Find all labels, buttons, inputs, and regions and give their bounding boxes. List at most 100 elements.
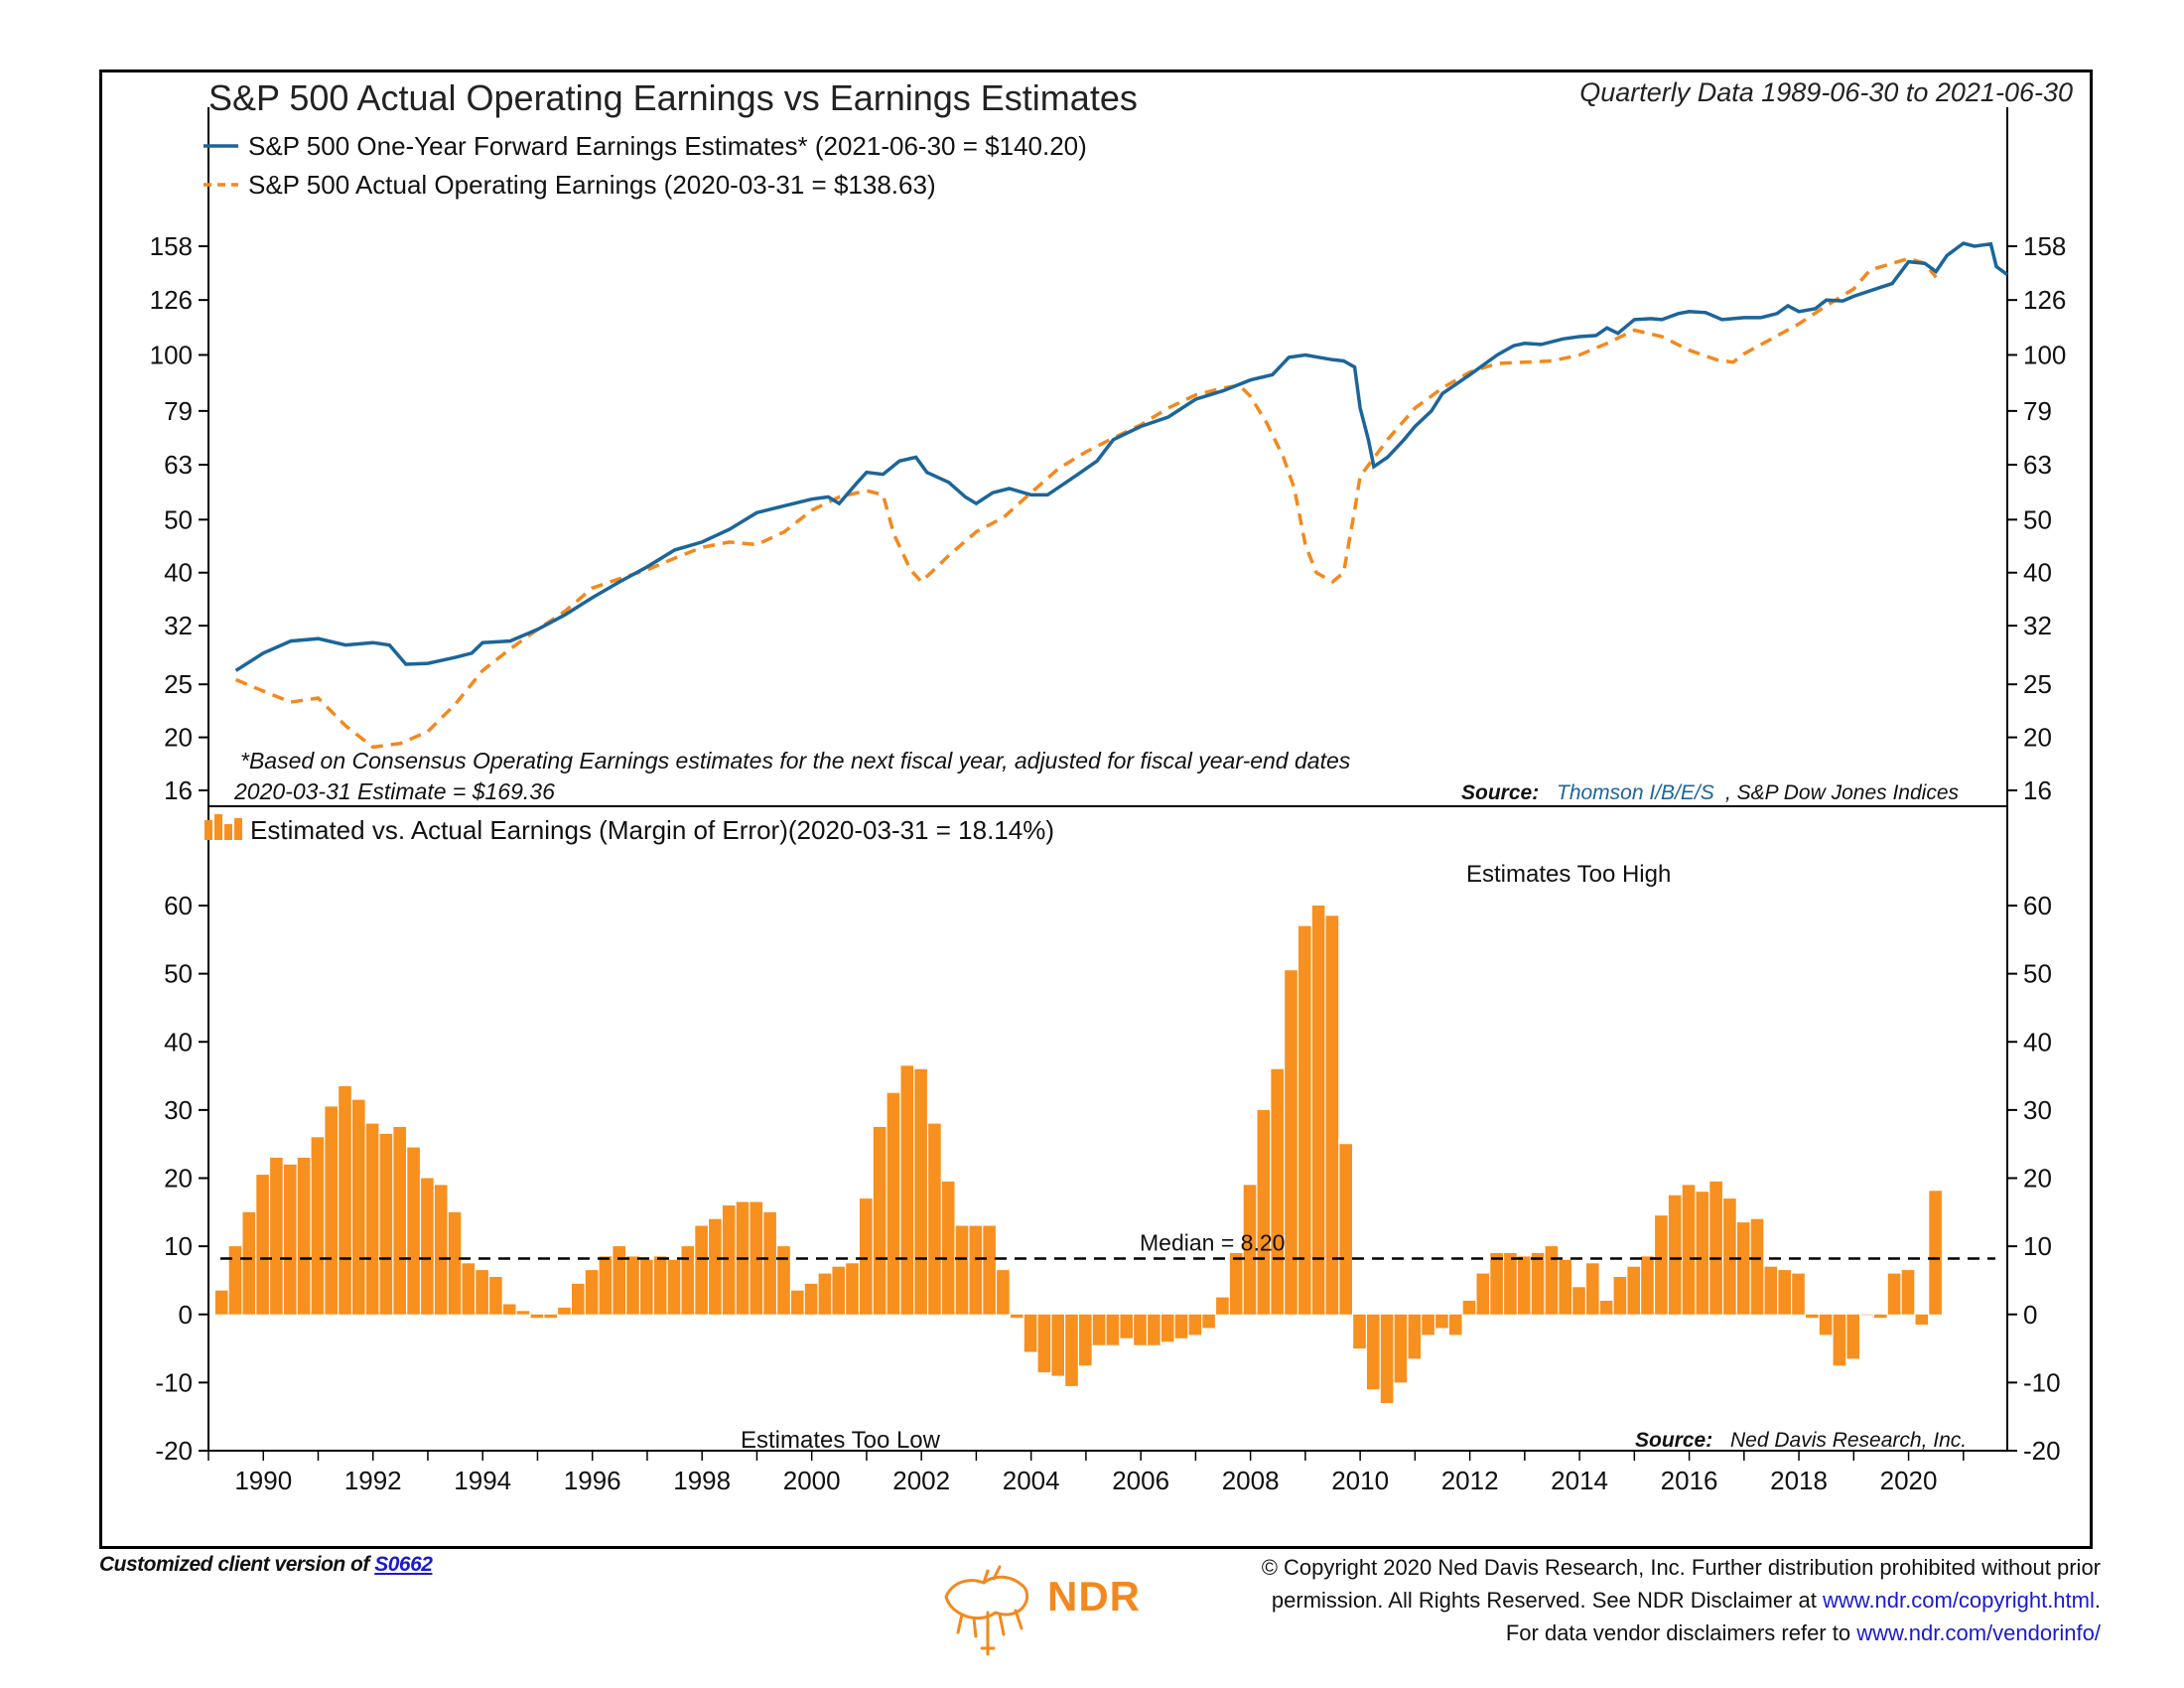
margin-of-error-bar: [393, 1127, 406, 1315]
margin-of-error-bar: [955, 1225, 969, 1315]
top-y-tick-label-right: 126: [2023, 285, 2066, 315]
margin-of-error-bar: [750, 1201, 763, 1315]
top-y-tick-label-left: 158: [150, 231, 193, 261]
margin-of-error-bar: [379, 1133, 393, 1315]
bottom-y-tick-label-right: 50: [2023, 959, 2052, 989]
x-tick-label: 1992: [344, 1466, 402, 1495]
margin-of-error-bar: [1764, 1266, 1778, 1315]
bottom-y-tick-label-right: 30: [2023, 1095, 2052, 1125]
x-tick-label: 2014: [1551, 1466, 1608, 1495]
top-y-tick-label-right: 158: [2023, 231, 2066, 261]
margin-of-error-bar: [928, 1123, 941, 1315]
x-tick-label: 2000: [783, 1466, 841, 1495]
margin-of-error-bar: [900, 1065, 914, 1315]
margin-of-error-bar: [1298, 925, 1311, 1315]
client-version-note: Customized client version of S0662: [99, 1553, 433, 1577]
margin-of-error-bar: [1572, 1287, 1585, 1315]
margin-of-error-bar: [1229, 1253, 1243, 1315]
margin-of-error-bar: [1709, 1181, 1722, 1315]
margin-of-error-bar: [1120, 1314, 1133, 1338]
margin-of-error-bar: [516, 1311, 530, 1315]
margin-of-error-bar: [1846, 1314, 1859, 1359]
margin-of-error-bar: [1586, 1263, 1599, 1315]
x-tick-label: 2010: [1331, 1466, 1389, 1495]
copyright-line-3: For data vendor disclaimers refer to www…: [1505, 1620, 2101, 1645]
bottom-source-label: Source:: [1635, 1429, 1712, 1452]
margin-of-error-bar: [1517, 1256, 1531, 1315]
margin-of-error-bar: [1216, 1297, 1229, 1315]
top-y-tick-label-right: 16: [2023, 775, 2052, 805]
copyright-line-1: © Copyright 2020 Ned Davis Research, Inc…: [1261, 1555, 2101, 1580]
margin-of-error-bar: [1504, 1253, 1517, 1315]
top-source-link: Thomson I/B/E/S: [1557, 781, 1714, 804]
bottom-y-tick-label-right: -20: [2023, 1436, 2061, 1466]
margin-of-error-bar: [722, 1205, 736, 1315]
chart-subtitle: Quarterly Data 1989-06-30 to 2021-06-30: [1579, 77, 2073, 107]
footnote-line-1: *Based on Consensus Operating Earnings e…: [240, 748, 1351, 774]
margin-of-error-bar: [763, 1211, 776, 1315]
margin-of-error-bar: [1723, 1198, 1736, 1315]
top-y-tick-label-left: 50: [164, 504, 193, 534]
x-tick-label: 1996: [564, 1466, 621, 1495]
bottom-y-tick-label-right: 0: [2023, 1300, 2037, 1330]
x-tick-label: 1994: [454, 1466, 511, 1495]
x-tick-label: 1990: [234, 1466, 292, 1495]
top-source-rest: , S&P Dow Jones Indices: [1725, 781, 1959, 804]
margin-of-error-bar: [1311, 906, 1325, 1315]
margin-of-error-bar: [1092, 1314, 1106, 1345]
top-y-tick-label-left: 32: [164, 611, 193, 640]
margin-of-error-bar: [1024, 1314, 1037, 1352]
margin-of-error-bar: [572, 1283, 585, 1315]
margin-of-error-bar: [462, 1263, 476, 1315]
margin-of-error-bar: [530, 1314, 544, 1319]
copyright-link[interactable]: www.ndr.com/copyright.html: [1823, 1588, 2095, 1613]
margin-of-error-bar: [1079, 1314, 1092, 1366]
margin-of-error-bar: [860, 1198, 873, 1315]
margin-of-error-bar: [1134, 1314, 1147, 1345]
margin-of-error-bar: [1243, 1185, 1257, 1315]
margin-of-error-bar: [434, 1185, 448, 1315]
margin-of-error-bar: [1792, 1273, 1805, 1315]
margin-of-error-bar: [1476, 1273, 1490, 1315]
margin-of-error-bar: [709, 1218, 722, 1315]
client-prefix: Customized client version of: [99, 1553, 375, 1576]
margin-of-error-bar: [1422, 1314, 1434, 1336]
bottom-source-rest: Ned Davis Research, Inc.: [1730, 1429, 1967, 1452]
margin-of-error-bar: [297, 1157, 311, 1315]
top-y-tick-label-right: 63: [2023, 450, 2052, 480]
margin-of-error-bar: [1833, 1314, 1846, 1366]
margin-of-error-bar: [1257, 1109, 1271, 1315]
margin-of-error-bar: [1819, 1314, 1833, 1336]
bottom-y-tick-label-left: -20: [155, 1436, 193, 1466]
margin-of-error-bar: [421, 1178, 434, 1315]
margin-of-error-bar: [818, 1273, 832, 1315]
legend-bars-swatch: [205, 820, 212, 840]
margin-of-error-bar: [1367, 1314, 1380, 1390]
margin-of-error-bar: [1545, 1246, 1559, 1315]
margin-of-error-bar: [1531, 1253, 1545, 1315]
ndr-logo-text: NDR: [1047, 1573, 1141, 1619]
x-tick-label: 2008: [1222, 1466, 1280, 1495]
margin-of-error-bar: [476, 1270, 488, 1315]
top-source-label: Source:: [1461, 781, 1539, 804]
vendorinfo-link[interactable]: www.ndr.com/vendorinfo/: [1856, 1620, 2101, 1645]
margin-of-error-bar: [1188, 1314, 1202, 1336]
margin-of-error-bar: [1915, 1314, 1929, 1326]
margin-of-error-bar: [873, 1127, 887, 1315]
margin-of-error-bar: [1106, 1314, 1120, 1345]
bottom-y-tick-label-right: -10: [2023, 1367, 2061, 1397]
client-chart-link[interactable]: S0662: [374, 1553, 433, 1576]
top-y-tick-label-right: 20: [2023, 723, 2052, 753]
margin-of-error-bar: [914, 1068, 927, 1315]
legend-bars-swatch: [214, 814, 222, 840]
top-y-tick-label-left: 25: [164, 669, 193, 699]
bull-bear-icon: [944, 1565, 1029, 1656]
top-y-tick-label-left: 79: [164, 396, 193, 426]
bottom-y-tick-label-left: -10: [155, 1367, 193, 1397]
margin-of-error-bar: [1655, 1215, 1668, 1315]
chart-title: S&P 500 Actual Operating Earnings vs Ear…: [208, 77, 1138, 118]
copyright-block: © Copyright 2020 Ned Davis Research, Inc…: [1262, 1551, 2101, 1649]
legend-estimates-label: S&P 500 One-Year Forward Earnings Estima…: [248, 131, 1087, 161]
top-y-tick-label-right: 100: [2023, 340, 2066, 369]
